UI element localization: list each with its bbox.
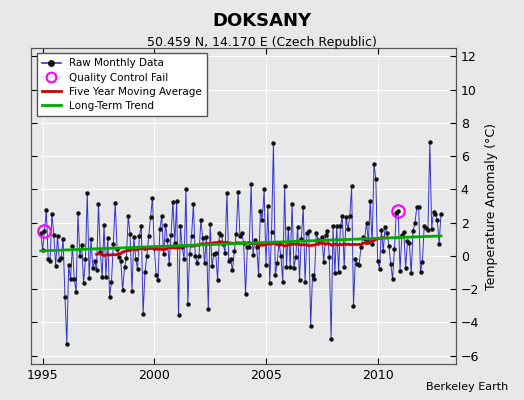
Y-axis label: Temperature Anomaly (°C): Temperature Anomaly (°C) <box>485 122 498 290</box>
Legend: Raw Monthly Data, Quality Control Fail, Five Year Moving Average, Long-Term Tren: Raw Monthly Data, Quality Control Fail, … <box>37 53 207 116</box>
Text: 50.459 N, 14.170 E (Czech Republic): 50.459 N, 14.170 E (Czech Republic) <box>147 36 377 49</box>
Text: Berkeley Earth: Berkeley Earth <box>426 382 508 392</box>
Text: DOKSANY: DOKSANY <box>212 12 312 30</box>
